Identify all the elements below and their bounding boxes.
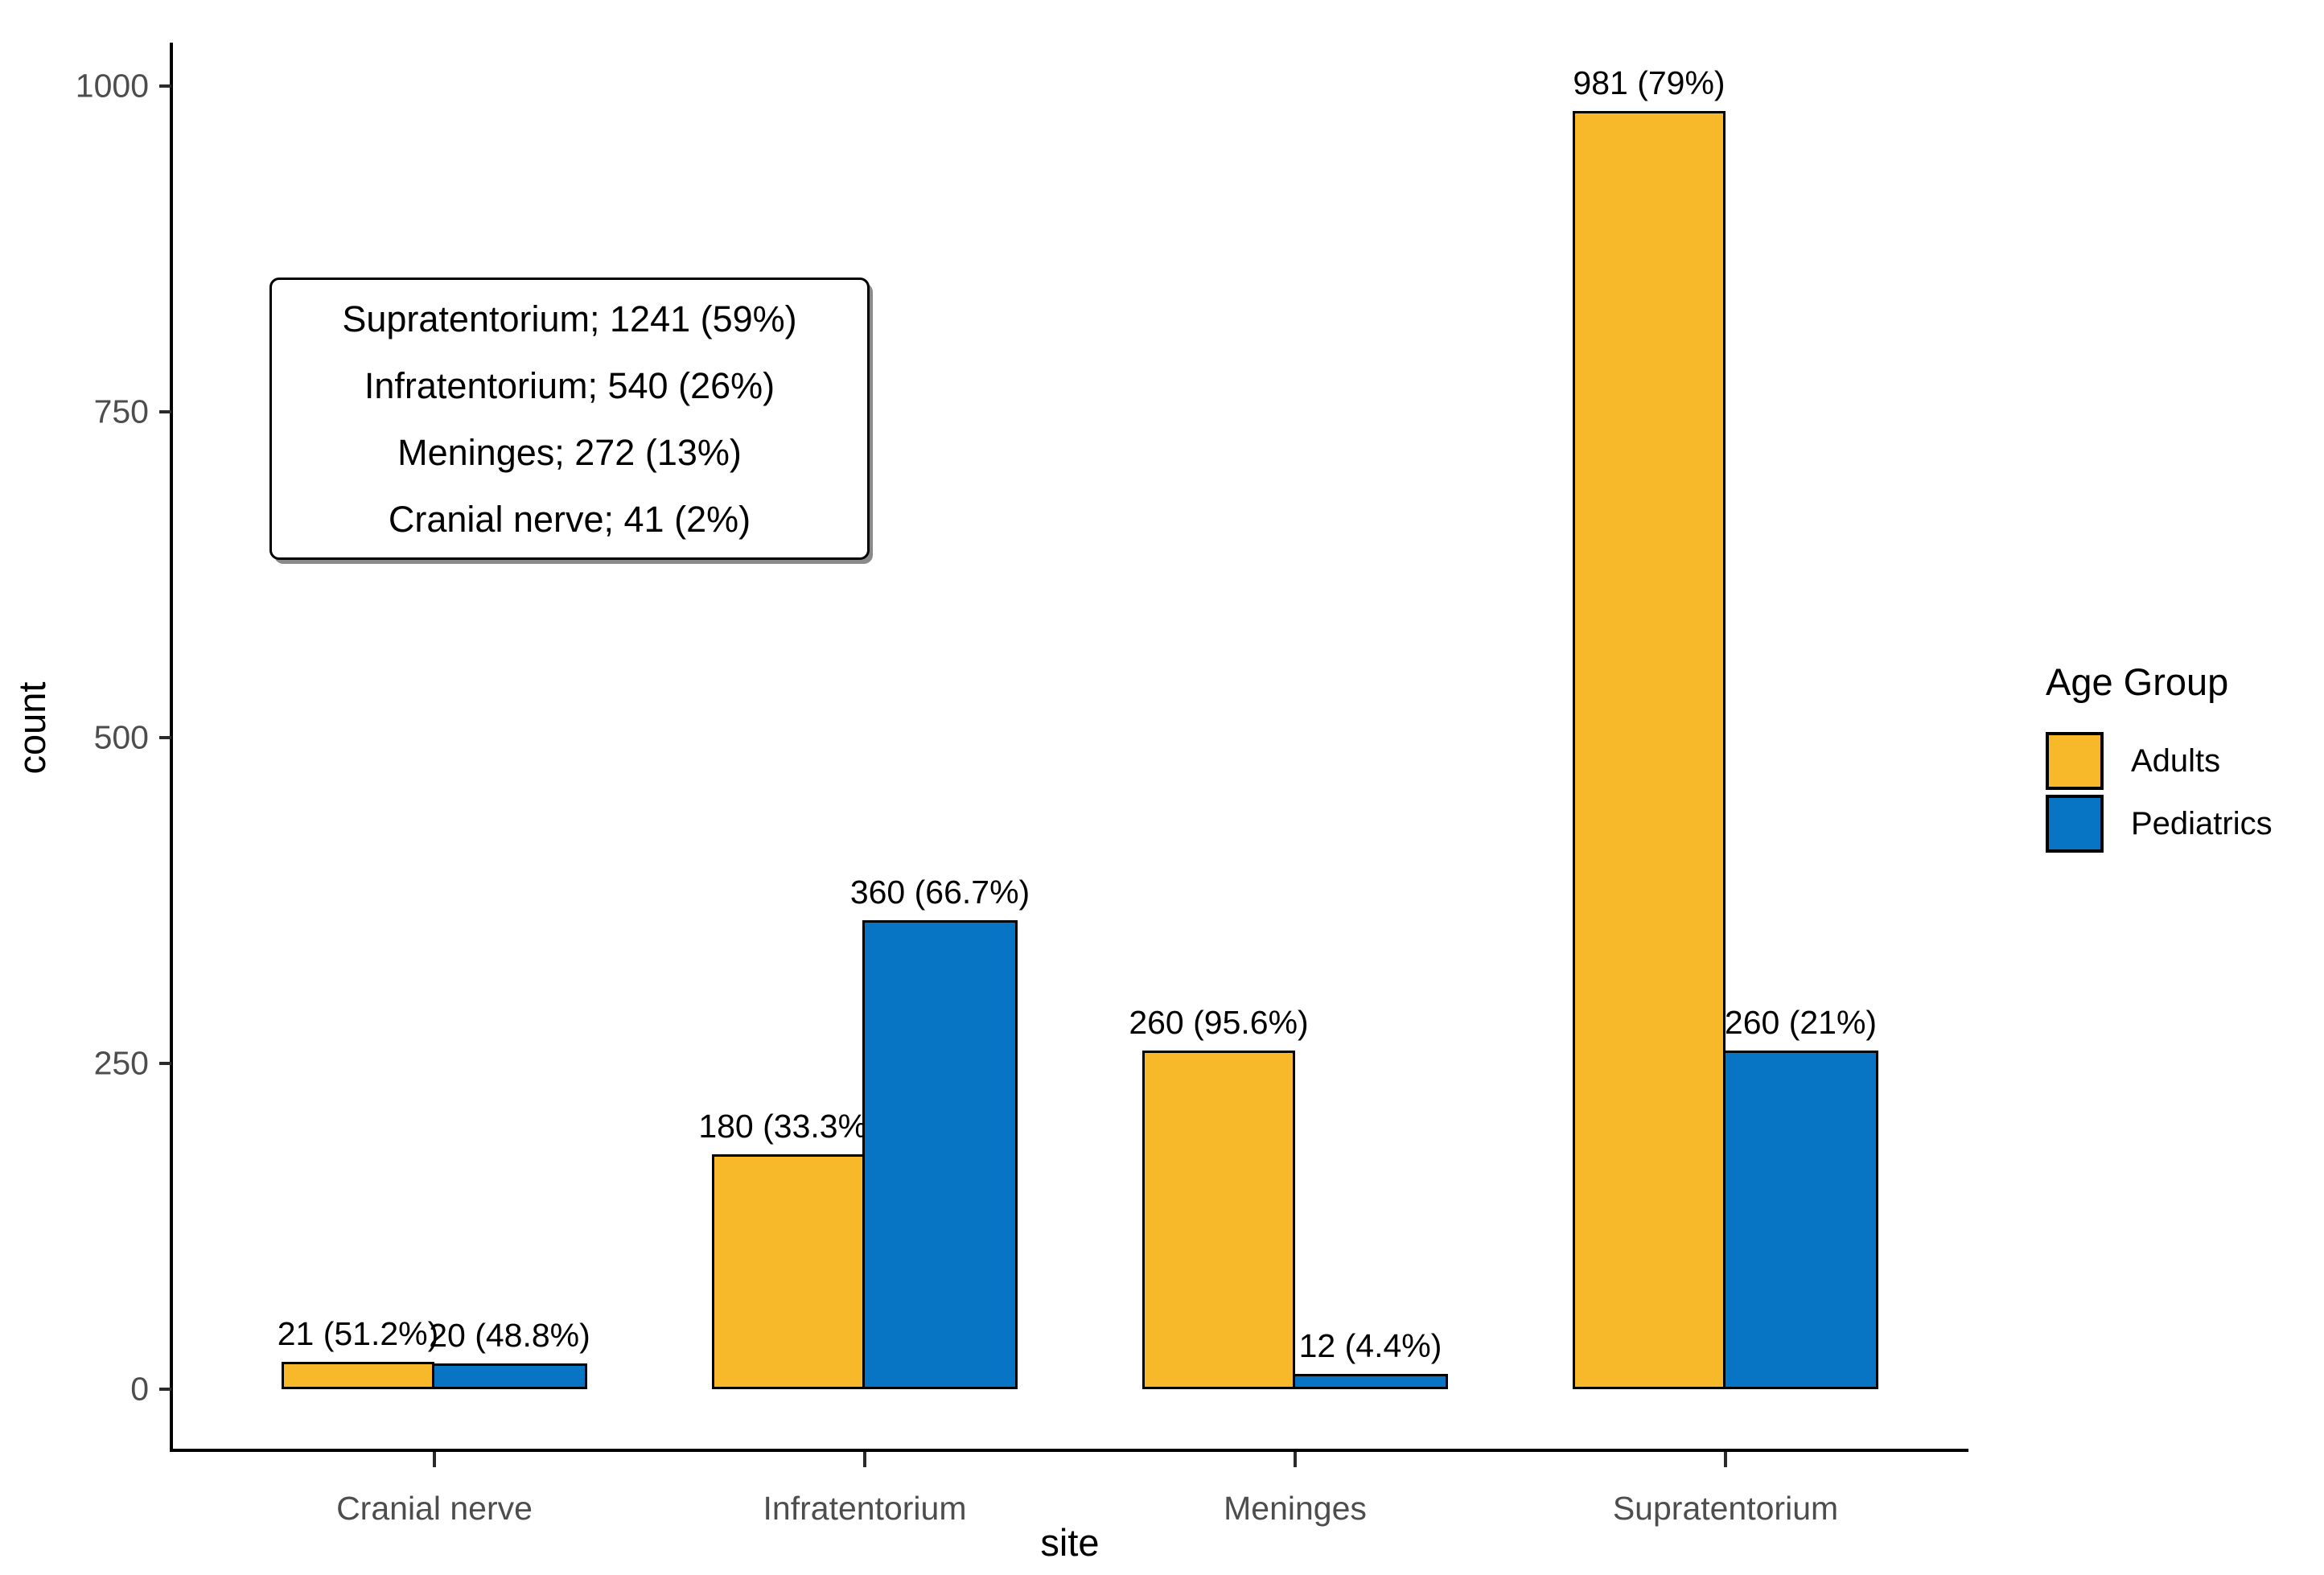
bar-pediatrics-infratentorium: [862, 920, 1018, 1389]
legend-row-adults: Adults: [2046, 730, 2273, 792]
x-tick-mark: [433, 1452, 436, 1467]
annotation-line: Infratentorium; 540 (26%): [364, 364, 775, 406]
legend-swatch-pediatrics: [2046, 795, 2104, 853]
annotation-line: Cranial nerve; 41 (2%): [388, 498, 751, 540]
legend-label-adults: Adults: [2131, 742, 2221, 779]
annotation-line: Supratentorium; 1241 (59%): [342, 298, 797, 339]
legend-row-pediatrics: Pediatrics: [2046, 792, 2273, 855]
y-tick-label: 750: [93, 393, 149, 430]
y-tick-label: 250: [93, 1044, 149, 1082]
bar-value-label-adults-cranial-nerve: 21 (51.2%): [277, 1315, 439, 1352]
x-tick-label-cranial-nerve: Cranial nerve: [336, 1490, 533, 1527]
x-axis-title: site: [1040, 1521, 1100, 1564]
x-axis-line: [170, 1449, 1968, 1452]
bar-value-label-pediatrics-cranial-nerve: 20 (48.8%): [429, 1317, 590, 1354]
y-axis-line: [170, 43, 173, 1452]
x-tick-label-supratentorium: Supratentorium: [1612, 1490, 1839, 1527]
legend-title: Age Group: [2046, 660, 2229, 703]
y-tick-label: 0: [130, 1370, 149, 1408]
legend-items: Adults Pediatrics: [2046, 730, 2273, 855]
bar-adults-infratentorium: [712, 1154, 865, 1389]
y-tick-mark: [159, 1388, 171, 1391]
bar-adults-cranial-nerve: [282, 1362, 434, 1389]
bar-value-label-adults-supratentorium: 981 (79%): [1573, 64, 1726, 101]
x-tick-mark: [1724, 1452, 1727, 1467]
annotation-line: Meninges; 272 (13%): [397, 431, 742, 473]
x-tick-mark: [863, 1452, 866, 1467]
bar-value-label-adults-meninges: 260 (95.6%): [1129, 1004, 1309, 1041]
x-tick-label-infratentorium: Infratentorium: [763, 1490, 967, 1527]
legend-swatch-adults: [2046, 732, 2104, 790]
y-tick-mark: [159, 410, 171, 413]
legend: Age Group Adults Pediatrics: [2046, 660, 2273, 855]
y-tick-mark: [159, 736, 171, 739]
y-tick-label: 1000: [75, 67, 149, 105]
x-tick-label-meninges: Meninges: [1224, 1490, 1367, 1527]
bar-value-label-pediatrics-meninges: 12 (4.4%): [1298, 1327, 1442, 1364]
bar-pediatrics-meninges: [1293, 1374, 1448, 1389]
y-tick-mark: [159, 1062, 171, 1065]
bar-pediatrics-supratentorium: [1723, 1051, 1878, 1389]
bar-pediatrics-cranial-nerve: [432, 1363, 587, 1389]
y-tick-label: 500: [93, 718, 149, 756]
bar-value-label-pediatrics-infratentorium: 360 (66.7%): [849, 874, 1030, 911]
bar-value-label-pediatrics-supratentorium: 260 (21%): [1724, 1004, 1878, 1041]
x-tick-mark: [1294, 1452, 1297, 1467]
annotation-box: Supratentorium; 1241 (59%) Infratentoriu…: [269, 278, 870, 560]
bar-adults-meninges: [1142, 1051, 1295, 1389]
y-axis-title: count: [10, 681, 53, 775]
legend-label-pediatrics: Pediatrics: [2131, 805, 2273, 841]
bar-adults-supratentorium: [1573, 111, 1726, 1389]
bar-value-label-adults-infratentorium: 180 (33.3%): [698, 1108, 878, 1145]
y-tick-mark: [159, 84, 171, 88]
